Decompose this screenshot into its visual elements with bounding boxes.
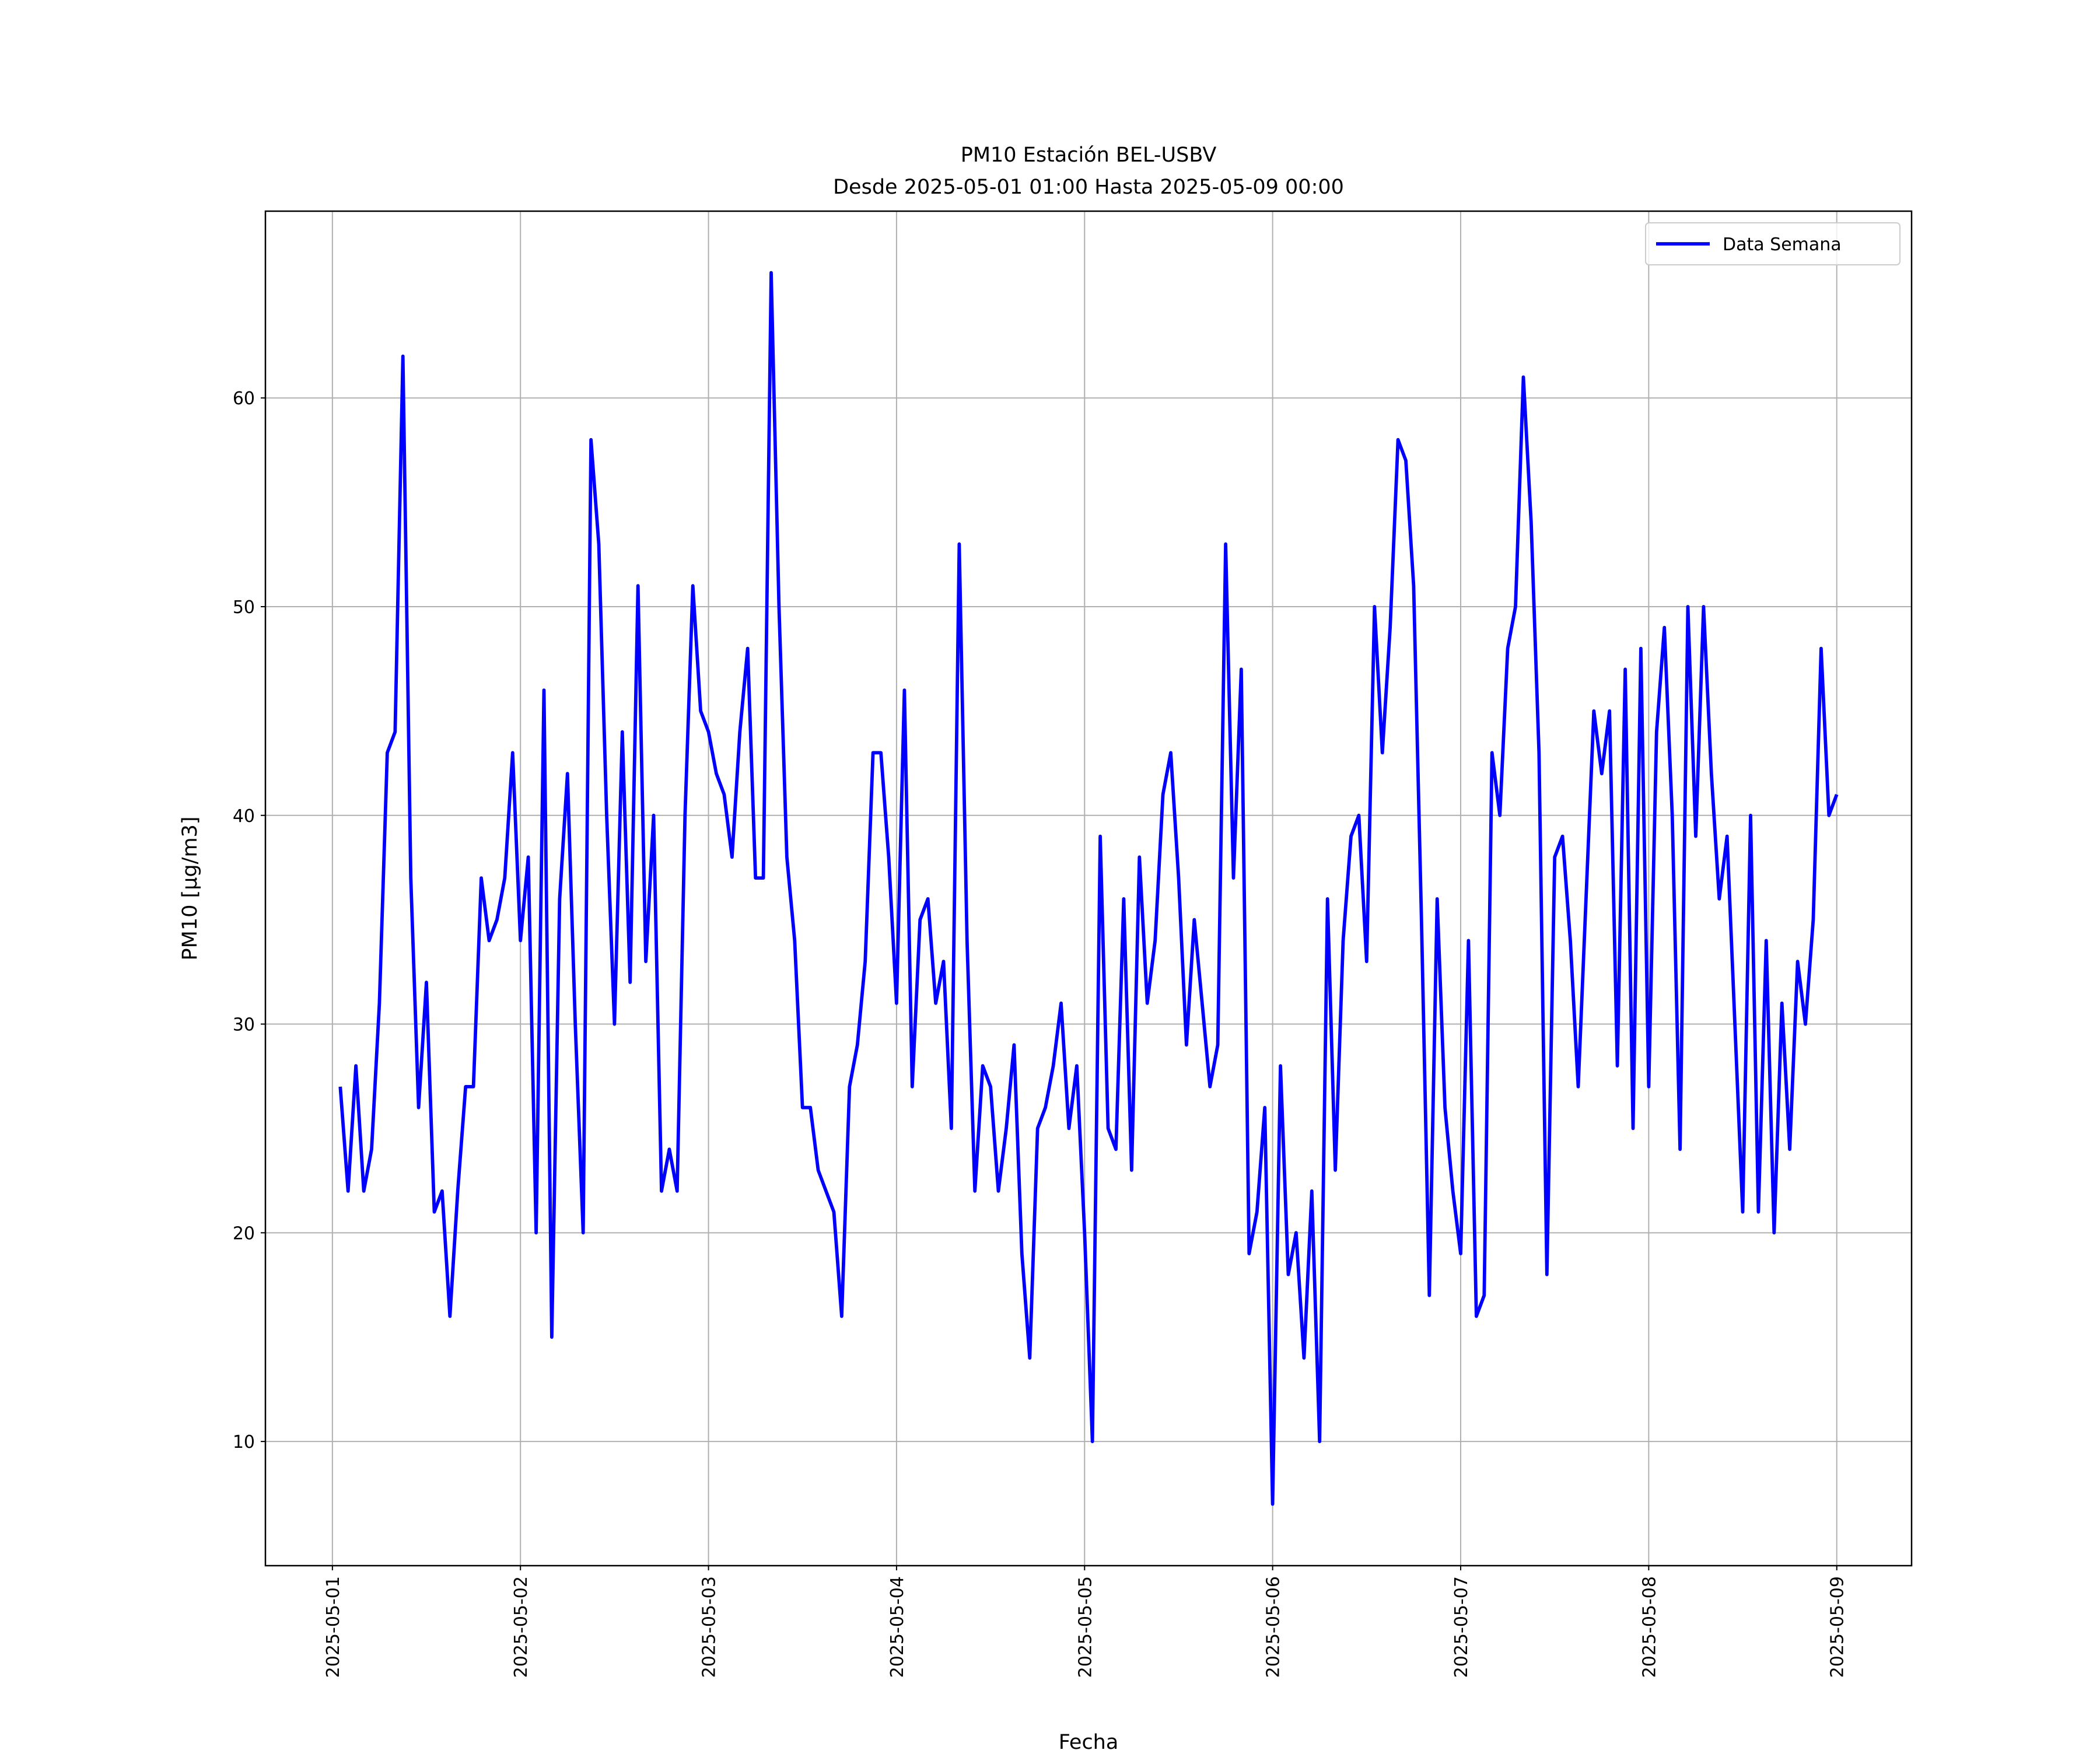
x-tick-label: 2025-05-03 — [699, 1576, 720, 1678]
x-tick-label: 2025-05-01 — [323, 1576, 344, 1678]
x-axis-label: Fecha — [1059, 1731, 1119, 1750]
x-tick-label: 2025-05-08 — [1639, 1576, 1660, 1678]
y-tick-label: 60 — [233, 388, 255, 409]
x-tick-label: 2025-05-09 — [1828, 1576, 1848, 1678]
chart-title: PM10 Estación BEL-USBV — [961, 144, 1217, 167]
x-tick-label: 2025-05-02 — [511, 1576, 531, 1678]
legend-label: Data Semana — [1723, 235, 1842, 255]
x-tick-label: 2025-05-06 — [1264, 1576, 1284, 1678]
x-tick-label: 2025-05-05 — [1075, 1576, 1096, 1678]
x-tick-label: 2025-05-07 — [1451, 1576, 1472, 1678]
y-tick-label: 40 — [233, 806, 255, 827]
legend: Data Semana — [1645, 222, 1901, 265]
y-tick-label: 30 — [233, 1015, 255, 1035]
legend-box — [1645, 222, 1901, 265]
chart-subtitle: Desde 2025-05-01 01:00 Hasta 2025-05-09 … — [833, 176, 1344, 199]
data-line — [338, 271, 1839, 1506]
y-tick-label: 50 — [233, 597, 255, 618]
y-axis-label: PM10 [μg/m3] — [178, 817, 202, 961]
axes-frame — [264, 210, 1913, 1567]
y-tick-label: 20 — [233, 1223, 255, 1244]
x-tick-label: 2025-05-04 — [887, 1576, 908, 1678]
y-tick-label: 10 — [233, 1432, 255, 1452]
